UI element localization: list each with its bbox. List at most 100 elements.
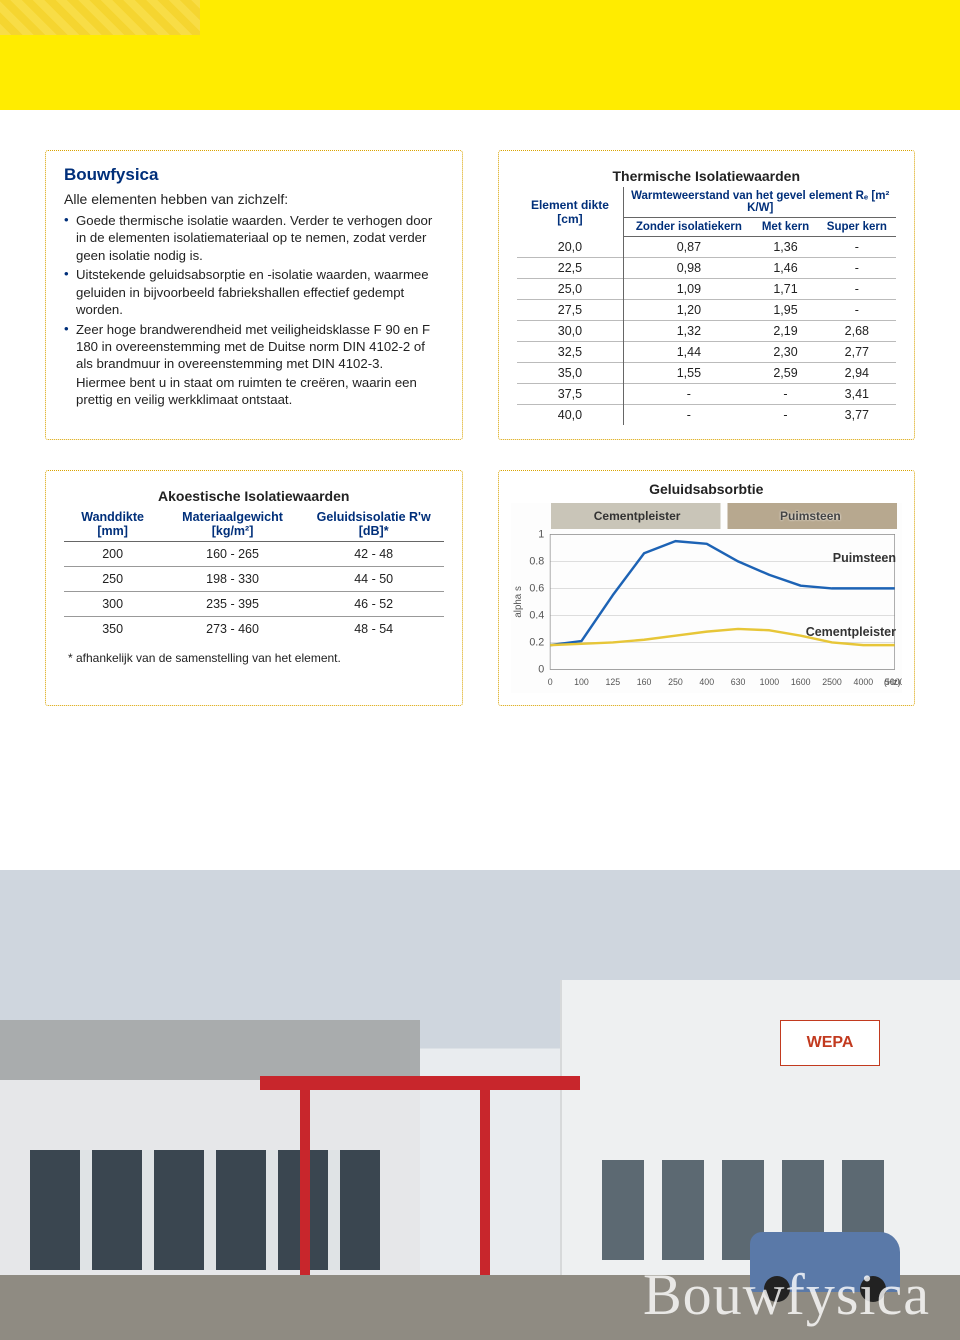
svg-text:630: 630 bbox=[730, 677, 745, 687]
table-cell: 1,09 bbox=[624, 279, 753, 300]
table-cell: - bbox=[818, 279, 896, 300]
table-cell: 2,77 bbox=[818, 342, 896, 363]
svg-text:4000: 4000 bbox=[853, 677, 873, 687]
content-grid: Bouwfysica Alle elementen hebben van zic… bbox=[0, 110, 960, 706]
bullet-item: Zeer hoge brandwerendheid met veiligheid… bbox=[64, 320, 444, 374]
svg-text:0.6: 0.6 bbox=[529, 582, 544, 594]
table-cell: - bbox=[818, 300, 896, 321]
svg-text:400: 400 bbox=[699, 677, 714, 687]
svg-text:250: 250 bbox=[668, 677, 683, 687]
table-cell: 0,98 bbox=[624, 258, 753, 279]
table-cell: 27,5 bbox=[517, 300, 624, 321]
table-cell: 200 bbox=[64, 542, 161, 567]
table-cell: 1,32 bbox=[624, 321, 753, 342]
bullet-item: Uitstekende geluidsabsorptie en -isolati… bbox=[64, 265, 444, 319]
legend-right: Puimsteen bbox=[724, 503, 897, 529]
svg-text:0: 0 bbox=[547, 677, 552, 687]
table-cell: 273 - 460 bbox=[161, 617, 304, 642]
table-cell: 37,5 bbox=[517, 384, 624, 405]
building-photo: WEPA Bouwfysica bbox=[0, 870, 960, 1340]
text-panel-title: Bouwfysica bbox=[64, 165, 444, 185]
thermal-sub-1: Met kern bbox=[753, 218, 817, 237]
table-cell: - bbox=[753, 405, 817, 426]
table-cell: 1,36 bbox=[753, 237, 817, 258]
thermal-sub-0: Zonder isolatiekern bbox=[624, 218, 753, 237]
building-pole bbox=[480, 1080, 490, 1280]
table-cell: 2,59 bbox=[753, 363, 817, 384]
table-cell: 3,41 bbox=[818, 384, 896, 405]
table-cell: 1,20 bbox=[624, 300, 753, 321]
building-left-wing bbox=[0, 1020, 420, 1280]
svg-text:0.8: 0.8 bbox=[529, 555, 544, 567]
bullet-item: Goede thermische isolatie waarden. Verde… bbox=[64, 211, 444, 265]
acoustic-footnote: * afhankelijk van de samenstelling van h… bbox=[64, 641, 444, 669]
thermal-left-header: Element dikte [cm] bbox=[517, 187, 624, 237]
svg-text:100: 100 bbox=[574, 677, 589, 687]
table-row: 250198 - 33044 - 50 bbox=[64, 567, 444, 592]
thermal-sub-2: Super kern bbox=[818, 218, 896, 237]
acoustic-col-2: Geluidsisolatie R'w [dB]* bbox=[304, 507, 444, 542]
table-row: 20,00,871,36- bbox=[517, 237, 897, 258]
svg-text:(Hz): (Hz) bbox=[883, 677, 900, 687]
chart-svg: 0 0.2 0.4 0.6 0.8 1 0 100 125 160 250 400 630 1000 160… bbox=[511, 503, 903, 693]
table-cell: 300 bbox=[64, 592, 161, 617]
table-cell: - bbox=[753, 384, 817, 405]
table-cell: 1,71 bbox=[753, 279, 817, 300]
wepa-logo: WEPA bbox=[780, 1020, 880, 1066]
svg-text:160: 160 bbox=[636, 677, 651, 687]
series-label-blue: Puimsteen bbox=[833, 551, 896, 565]
table-cell: - bbox=[624, 405, 753, 426]
legend-left: Cementpleister bbox=[551, 503, 724, 529]
table-cell: 2,30 bbox=[753, 342, 817, 363]
svg-text:1: 1 bbox=[538, 528, 544, 540]
text-panel-bullets: Goede thermische isolatie waarden. Verde… bbox=[64, 211, 444, 374]
thermal-group-header: Warmteweerstand van het gevel element Rₑ… bbox=[624, 187, 896, 218]
chart-legend-strip: Cementpleister Puimsteen bbox=[551, 503, 898, 529]
table-cell: 1,46 bbox=[753, 258, 817, 279]
chart-title: Geluidsabsorbtie bbox=[511, 481, 903, 497]
table-row: 350273 - 46048 - 54 bbox=[64, 617, 444, 642]
chart-area: Cementpleister Puimsteen 00.20.40.60.810… bbox=[511, 503, 903, 693]
svg-text:0.4: 0.4 bbox=[529, 609, 544, 621]
table-row: 30,01,322,192,68 bbox=[517, 321, 897, 342]
table-cell: - bbox=[818, 258, 896, 279]
svg-text:125: 125 bbox=[605, 677, 620, 687]
building-pole bbox=[300, 1080, 310, 1280]
text-panel-intro: Alle elementen hebben van zichzelf: bbox=[64, 191, 444, 207]
table-cell: 1,55 bbox=[624, 363, 753, 384]
svg-text:1600: 1600 bbox=[790, 677, 810, 687]
table-cell: - bbox=[818, 237, 896, 258]
table-cell: 42 - 48 bbox=[304, 542, 444, 567]
svg-text:0: 0 bbox=[538, 663, 544, 675]
acoustic-col-1: Materiaalgewicht [kg/m²] bbox=[161, 507, 304, 542]
table-cell: - bbox=[624, 384, 753, 405]
thermal-table-panel: Thermische Isolatiewaarden Element dikte… bbox=[498, 150, 916, 440]
table-cell: 1,95 bbox=[753, 300, 817, 321]
table-cell: 0,87 bbox=[624, 237, 753, 258]
table-cell: 250 bbox=[64, 567, 161, 592]
table-row: 22,50,981,46- bbox=[517, 258, 897, 279]
table-cell: 32,5 bbox=[517, 342, 624, 363]
svg-text:0.2: 0.2 bbox=[529, 636, 544, 648]
table-cell: 44 - 50 bbox=[304, 567, 444, 592]
page-watermark: Bouwfysica bbox=[643, 1261, 930, 1328]
svg-text:1000: 1000 bbox=[759, 677, 779, 687]
table-cell: 198 - 330 bbox=[161, 567, 304, 592]
acoustic-table-panel: Akoestische Isolatiewaarden Wanddikte [m… bbox=[45, 470, 463, 706]
table-cell: 160 - 265 bbox=[161, 542, 304, 567]
table-row: 200160 - 26542 - 48 bbox=[64, 542, 444, 567]
table-cell: 235 - 395 bbox=[161, 592, 304, 617]
acoustic-col-0: Wanddikte [mm] bbox=[64, 507, 161, 542]
series-label-yellow: Cementpleister bbox=[806, 625, 896, 639]
svg-text:2500: 2500 bbox=[822, 677, 842, 687]
table-cell: 22,5 bbox=[517, 258, 624, 279]
table-row: 300235 - 39546 - 52 bbox=[64, 592, 444, 617]
table-cell: 20,0 bbox=[517, 237, 624, 258]
table-row: 32,51,442,302,77 bbox=[517, 342, 897, 363]
yellow-banner bbox=[0, 0, 960, 110]
table-row: 25,01,091,71- bbox=[517, 279, 897, 300]
absorption-chart-panel: Geluidsabsorbtie Cementpleister Puimstee… bbox=[498, 470, 916, 706]
table-cell: 3,77 bbox=[818, 405, 896, 426]
acoustic-title: Akoestische Isolatiewaarden bbox=[64, 485, 444, 507]
text-panel-outro: Hiermee bent u in staat om ruimten te cr… bbox=[64, 374, 444, 409]
